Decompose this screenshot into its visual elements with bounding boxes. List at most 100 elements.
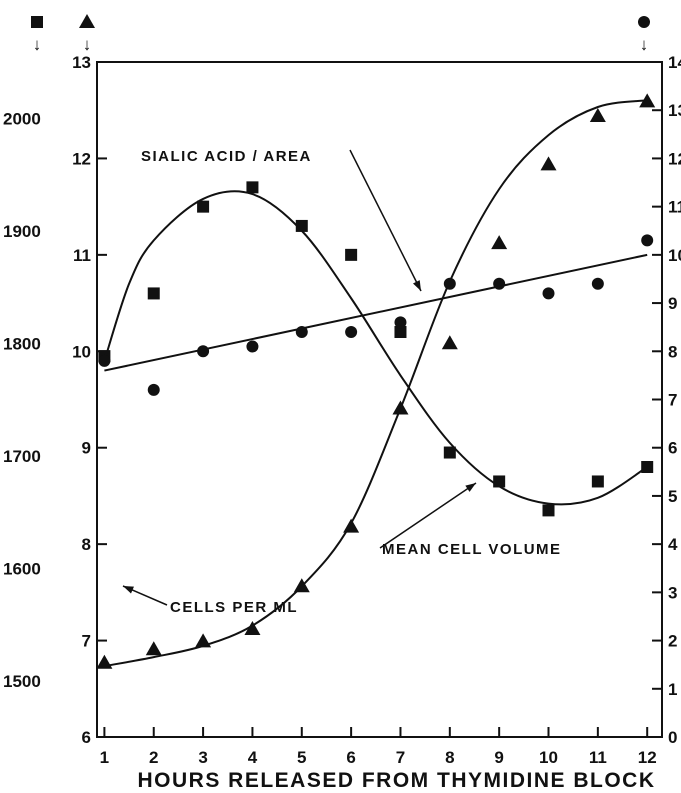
x-axis-label: HOURS RELEASED FROM THYMIDINE BLOCK (137, 769, 655, 792)
cells-per-ml-point (639, 93, 656, 108)
x-tick-label: 9 (494, 748, 503, 767)
mean-cell-volume-leader-arrow (379, 482, 477, 549)
left-inner-tick-label: 13 (72, 53, 91, 72)
right-tick-label: 12 (668, 149, 681, 168)
sialic-acid-area-point (493, 277, 506, 290)
sialic-acid-area-point (246, 340, 259, 353)
right-tick-label: 8 (668, 342, 677, 361)
left-outer-tick-label: 1900 (3, 222, 41, 241)
mean-cell-volume-point (246, 181, 259, 194)
axis-key-circle-icon (638, 16, 650, 28)
right-tick-label: 2 (668, 632, 677, 651)
cells-per-ml-point (589, 108, 606, 122)
right-tick-label: 1 (668, 680, 677, 699)
mean-cell-volume-point (641, 461, 654, 473)
x-tick-label: 11 (589, 748, 607, 767)
x-tick-label: 12 (638, 748, 657, 767)
x-tick-label: 3 (198, 748, 207, 767)
mean-cell-volume-point (345, 248, 358, 261)
annotations: SIALIC ACID / AREA MEAN CELL VOLUME CELL… (122, 148, 562, 616)
right-tick-label: 14 (668, 53, 681, 72)
x-tick-label: 1 (100, 748, 109, 767)
sialic-acid-area-point (147, 383, 160, 396)
left-inner-tick-label: 9 (82, 439, 91, 458)
right-tick-label: 3 (668, 583, 677, 602)
cells-per-ml-point (293, 578, 310, 593)
cells-per-ml-fit-line (104, 99, 648, 668)
cells-per-ml-point (343, 518, 360, 533)
axis-key-arrow-icon: ↓ (640, 35, 649, 54)
left-inner-tick-label: 6 (82, 728, 91, 747)
right-tick-label: 13 (668, 101, 681, 120)
left-outer-tick-label: 1500 (3, 672, 41, 691)
left-outer-tick-label: 1800 (3, 334, 41, 353)
mean-cell-volume-point (394, 326, 407, 338)
right-tick-label: 4 (668, 535, 678, 554)
cells-per-ml-point (96, 654, 113, 669)
right-tick-label: 11 (668, 198, 681, 217)
sialic-acid-area-point (197, 345, 210, 358)
left-outer-tick-label: 1600 (3, 559, 41, 578)
x-tick-label: 10 (539, 748, 558, 767)
right-tick-label: 5 (668, 487, 677, 506)
cells-per-ml-point (392, 400, 409, 415)
axis-key-markers: ↓ ↓ ↓ (31, 14, 650, 54)
cells-per-ml-point (195, 633, 212, 648)
mean-cell-volume-point (443, 446, 456, 459)
mean-cell-volume-point (197, 200, 210, 213)
annotation-sialic-acid: SIALIC ACID / AREA (141, 148, 312, 165)
x-tick-label: 6 (346, 748, 355, 767)
mean-cell-volume-point (295, 219, 308, 232)
mean-cell-volume-fit-line (103, 190, 648, 506)
x-tick-label: 4 (248, 748, 258, 767)
sialic-acid-area-point (345, 326, 358, 338)
sialic-acid-area-point (443, 277, 456, 290)
annotation-mean-cell-volume: MEAN CELL VOLUME (382, 541, 562, 558)
mean-cell-volume-point (591, 475, 604, 488)
mean-cell-volume-point (542, 504, 555, 517)
data-points (96, 93, 656, 669)
left-inner-tick-label: 11 (73, 246, 91, 265)
left-outer-tick-label: 1700 (3, 447, 41, 466)
mean-cell-volume-point (493, 475, 506, 488)
sialic-acid-area-point (295, 326, 308, 338)
axis-key-square-icon (31, 16, 43, 28)
left-inner-tick-label: 10 (72, 342, 91, 361)
cells-per-ml-point (145, 641, 162, 656)
left-inner-tick-label: 7 (82, 632, 91, 651)
annotation-cells-per-ml: CELLS PER ML (170, 599, 298, 616)
cells-per-ml-point (491, 235, 508, 250)
cells-per-ml-point (441, 335, 458, 350)
x-tick-label: 7 (396, 748, 405, 767)
fit-curves (103, 99, 648, 668)
sialic-acid-area-point (641, 234, 654, 247)
x-tick-label: 2 (149, 748, 158, 767)
sialic-acid-area-fit-line (104, 253, 648, 372)
mean-cell-volume-point (147, 287, 160, 300)
x-tick-label: 8 (445, 748, 454, 767)
right-tick-label: 9 (668, 294, 677, 313)
axis-key-arrow-icon: ↓ (33, 35, 42, 54)
right-tick-label: 10 (668, 246, 681, 265)
sialic-acid-leader-arrow (349, 149, 422, 292)
left-outer-tick-label: 2000 (3, 109, 41, 128)
right-tick-label: 6 (668, 439, 677, 458)
axis-key-arrow-icon: ↓ (83, 35, 92, 54)
cells-per-ml-leader-arrow-head (123, 586, 134, 594)
sialic-acid-leader-arrow-head (412, 280, 421, 291)
sialic-acid-area-point (394, 316, 407, 329)
sialic-acid-area-point (542, 287, 555, 300)
left-inner-tick-label: 8 (82, 535, 91, 554)
sialic-acid-area-point (98, 354, 111, 367)
left-inner-tick-label: 12 (72, 149, 91, 168)
right-tick-label: 0 (668, 728, 677, 747)
cells-per-ml-point (244, 621, 261, 635)
right-tick-label: 7 (668, 391, 677, 410)
mean-cell-volume-leader-arrow-head (465, 483, 476, 492)
cells-per-ml-point (540, 156, 557, 171)
axis-key-triangle-icon (79, 14, 95, 28)
axis-ticks: 1 2 3 4 5 6 7 8 9 10 11 121500160017001800190020006… (3, 53, 681, 767)
x-tick-label: 5 (297, 748, 306, 767)
sialic-acid-area-point (591, 277, 604, 290)
